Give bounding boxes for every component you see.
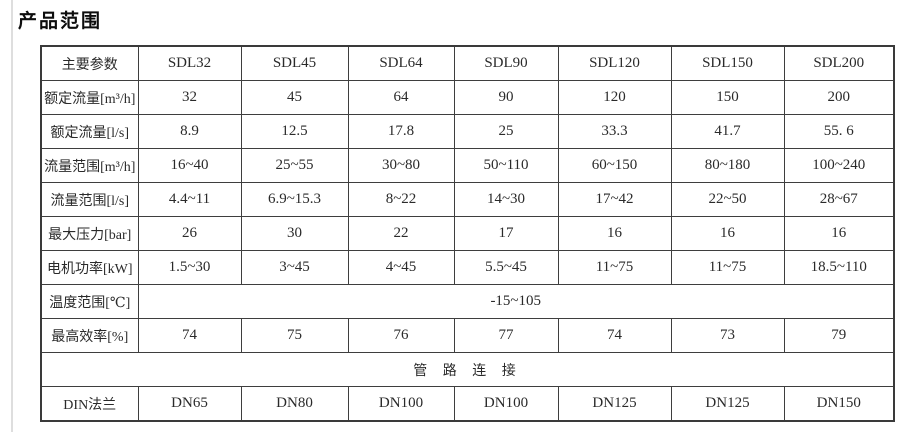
cell: 16~40 [137, 148, 242, 183]
cell: DN100 [453, 386, 559, 422]
cell: 18.5~110 [783, 250, 895, 285]
cell: 33.3 [557, 114, 672, 149]
cell: 17~42 [557, 182, 672, 217]
cell: 200 [783, 80, 895, 115]
model-header: SDL200 [783, 45, 895, 81]
cell: 14~30 [453, 182, 559, 217]
table-row-din-flange: DIN法兰 DN65 DN80 DN100 DN100 DN125 DN125 … [40, 386, 895, 422]
table-row-pipe-connection-section: 管 路 连 接 [40, 352, 895, 387]
cell: 60~150 [557, 148, 672, 183]
model-header: SDL150 [670, 45, 785, 81]
cell: 30~80 [347, 148, 455, 183]
table-row-rated-flow-ls: 额定流量[l/s] 8.9 12.5 17.8 25 33.3 41.7 55.… [40, 114, 895, 149]
cell: 80~180 [670, 148, 785, 183]
cell: 25~55 [240, 148, 349, 183]
row-label: 温度范围[℃] [40, 284, 139, 319]
product-range-table: 主要参数 SDL32 SDL45 SDL64 SDL90 SDL120 SDL1… [40, 45, 895, 422]
cell: 17.8 [347, 114, 455, 149]
cell: DN150 [783, 386, 895, 422]
cell: 16 [670, 216, 785, 251]
row-label: DIN法兰 [40, 386, 139, 422]
cell: 75 [240, 318, 349, 353]
cell: 12.5 [240, 114, 349, 149]
cell: DN100 [347, 386, 455, 422]
table-row-flow-range-m3h: 流量范围[m³/h] 16~40 25~55 30~80 50~110 60~1… [40, 148, 895, 183]
cell: 45 [240, 80, 349, 115]
cell: 73 [670, 318, 785, 353]
cell: 22 [347, 216, 455, 251]
table-header-row: 主要参数 SDL32 SDL45 SDL64 SDL90 SDL120 SDL1… [40, 45, 895, 81]
cell: 79 [783, 318, 895, 353]
table-row-flow-range-ls: 流量范围[l/s] 4.4~11 6.9~15.3 8~22 14~30 17~… [40, 182, 895, 217]
row-label: 最大压力[bar] [40, 216, 139, 251]
page-title: 产品范围 [18, 11, 103, 32]
section-header-cell: 管 路 连 接 [40, 352, 895, 387]
table-row-motor-power: 电机功率[kW] 1.5~30 3~45 4~45 5.5~45 11~75 1… [40, 250, 895, 285]
cell: 26 [137, 216, 242, 251]
cell: 74 [137, 318, 242, 353]
cell: 11~75 [670, 250, 785, 285]
table-row-max-efficiency: 最高效率[%] 74 75 76 77 74 73 79 [40, 318, 895, 353]
row-label: 流量范围[l/s] [40, 182, 139, 217]
cell: DN65 [137, 386, 242, 422]
cell: 76 [347, 318, 455, 353]
cell: 120 [557, 80, 672, 115]
row-label: 电机功率[kW] [40, 250, 139, 285]
scan-edge-artifact [11, 0, 13, 432]
cell: 3~45 [240, 250, 349, 285]
cell: 50~110 [453, 148, 559, 183]
cell: 4~45 [347, 250, 455, 285]
cell: DN125 [557, 386, 672, 422]
row-label: 最高效率[%] [40, 318, 139, 353]
cell: 22~50 [670, 182, 785, 217]
model-header: SDL90 [453, 45, 559, 81]
table-row-max-pressure: 最大压力[bar] 26 30 22 17 16 16 16 [40, 216, 895, 251]
cell: 11~75 [557, 250, 672, 285]
model-header: SDL45 [240, 45, 349, 81]
cell: 28~67 [783, 182, 895, 217]
cell: 1.5~30 [137, 250, 242, 285]
header-param-label: 主要参数 [40, 45, 139, 81]
cell: 16 [783, 216, 895, 251]
cell: 150 [670, 80, 785, 115]
table-row-temperature-range: 温度范围[℃] -15~105 [40, 284, 895, 319]
model-header: SDL64 [347, 45, 455, 81]
cell: 55. 6 [783, 114, 895, 149]
cell: 77 [453, 318, 559, 353]
cell: 90 [453, 80, 559, 115]
cell: 64 [347, 80, 455, 115]
cell: 6.9~15.3 [240, 182, 349, 217]
row-label: 流量范围[m³/h] [40, 148, 139, 183]
cell: 4.4~11 [137, 182, 242, 217]
cell: 17 [453, 216, 559, 251]
cell: 8.9 [137, 114, 242, 149]
cell: 32 [137, 80, 242, 115]
row-label: 额定流量[l/s] [40, 114, 139, 149]
cell: 25 [453, 114, 559, 149]
cell: 30 [240, 216, 349, 251]
model-header: SDL32 [137, 45, 242, 81]
temperature-merged-cell: -15~105 [137, 284, 895, 319]
model-header: SDL120 [557, 45, 672, 81]
cell: DN80 [240, 386, 349, 422]
cell: DN125 [670, 386, 785, 422]
cell: 100~240 [783, 148, 895, 183]
cell: 74 [557, 318, 672, 353]
cell: 41.7 [670, 114, 785, 149]
cell: 5.5~45 [453, 250, 559, 285]
row-label: 额定流量[m³/h] [40, 80, 139, 115]
cell: 8~22 [347, 182, 455, 217]
table-row-rated-flow-m3h: 额定流量[m³/h] 32 45 64 90 120 150 200 [40, 80, 895, 115]
cell: 16 [557, 216, 672, 251]
